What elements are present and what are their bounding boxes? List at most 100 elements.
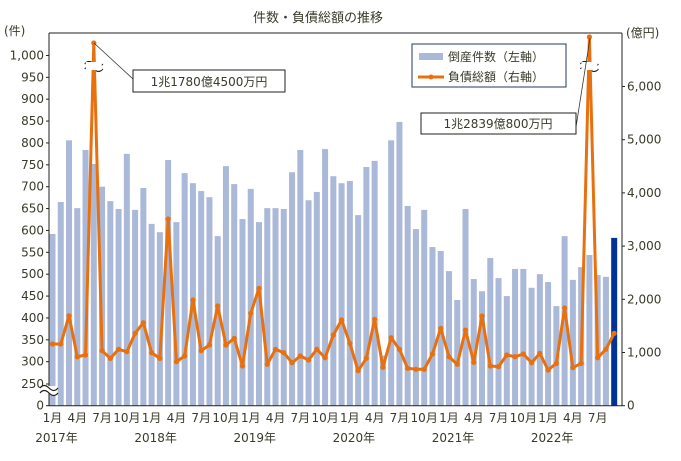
line-point xyxy=(446,354,452,360)
left-tick-label: 300 xyxy=(21,355,44,369)
left-tick-label: 900 xyxy=(21,92,44,106)
line-point xyxy=(264,361,270,367)
bar xyxy=(470,279,477,406)
bar xyxy=(602,276,609,406)
left-tick-label: 700 xyxy=(21,180,44,194)
x-month-label: 10月 xyxy=(113,411,140,425)
right-tick-label: 6,000 xyxy=(627,80,661,94)
left-tick-label: 350 xyxy=(21,333,44,347)
bar xyxy=(90,163,97,406)
spike-break-gap xyxy=(581,62,598,70)
x-month-label: 10月 xyxy=(510,411,537,425)
line-point xyxy=(107,355,113,361)
bar xyxy=(338,183,345,406)
left-axis-break-icon xyxy=(39,384,59,397)
bar xyxy=(156,232,163,406)
legend-line-label: 負債総額（右軸） xyxy=(448,69,544,84)
bar xyxy=(115,209,122,406)
line-point xyxy=(471,359,477,365)
line-point xyxy=(504,352,510,358)
x-year-label: 2018年 xyxy=(134,431,177,445)
x-year-label: 2022年 xyxy=(531,431,574,445)
bar xyxy=(214,236,221,406)
bar xyxy=(272,208,279,406)
line-point xyxy=(339,317,345,323)
bar xyxy=(165,160,172,406)
bar xyxy=(66,140,73,406)
bar xyxy=(363,167,370,406)
bar xyxy=(355,215,362,406)
line-point xyxy=(99,348,105,354)
right-tick-label: 4,000 xyxy=(627,186,661,200)
bar xyxy=(569,279,576,406)
line-point xyxy=(479,313,485,319)
x-month-label: 1月 xyxy=(340,411,360,425)
bar xyxy=(123,153,130,406)
line-point xyxy=(165,216,171,222)
callout-1-box xyxy=(132,69,286,93)
line-point xyxy=(239,363,246,369)
line-point xyxy=(528,360,535,366)
line-point xyxy=(570,365,576,371)
bar xyxy=(611,237,618,406)
bar xyxy=(421,209,428,406)
x-year-label: 2021年 xyxy=(432,431,475,445)
line-point xyxy=(314,346,320,352)
line-point xyxy=(297,353,303,359)
line-point xyxy=(157,355,163,361)
line-point xyxy=(58,341,64,347)
left-tick-label: 450 xyxy=(21,289,44,303)
left-tick-label: 850 xyxy=(21,114,44,128)
bar xyxy=(396,121,403,406)
callout-1: 1兆1780億4500万円 xyxy=(93,42,286,93)
line-point xyxy=(198,348,204,354)
line-point xyxy=(512,354,518,360)
legend-bar-swatch xyxy=(419,53,443,60)
legend-bar-label: 倒産件数（左軸） xyxy=(448,49,544,64)
line-point xyxy=(49,341,56,347)
bar xyxy=(322,149,329,406)
legend: 倒産件数（左軸） 負債総額（右軸） xyxy=(411,43,567,88)
x-month-label: 4月 xyxy=(266,411,286,425)
right-tick-label: 2,000 xyxy=(627,292,661,306)
bar xyxy=(495,278,502,406)
line-point xyxy=(413,366,419,372)
right-tick-label: 0 xyxy=(627,399,635,413)
bar xyxy=(561,236,568,406)
x-month-label: 4月 xyxy=(167,411,187,425)
x-labels-group: 1月 4月 7月 10月 1月 4月 7月 10月 1月 4月 7月 10月 1月 4月 7月 10月 1月 4月… xyxy=(35,411,607,445)
bar xyxy=(487,258,494,406)
left-tick-label: 750 xyxy=(21,158,44,172)
line-point xyxy=(562,305,568,311)
x-year-label: 2020年 xyxy=(333,431,376,445)
bar xyxy=(231,184,238,406)
callout-1-text: 1兆1780億4500万円 xyxy=(151,75,268,89)
line-point xyxy=(206,342,213,348)
x-month-label: 1月 xyxy=(439,411,459,425)
bar xyxy=(57,202,64,406)
line-point xyxy=(322,355,328,361)
line-point xyxy=(487,363,493,369)
axes-group: 1,000 950 900 850 800 750 700 650 600 550 500 450 40… xyxy=(10,32,661,413)
right-tick-label: 5,000 xyxy=(627,133,661,147)
x-month-label: 7月 xyxy=(92,411,112,425)
bar xyxy=(181,173,188,406)
bar xyxy=(536,274,543,406)
line-point xyxy=(438,325,444,331)
bar xyxy=(379,355,386,406)
bar xyxy=(454,300,461,406)
line-point xyxy=(578,360,584,366)
bar xyxy=(313,191,320,406)
left-tick-label: 1,000 xyxy=(10,48,44,62)
line-point xyxy=(281,350,287,356)
line-point xyxy=(149,350,155,356)
line-point xyxy=(396,346,403,352)
line-point xyxy=(372,316,378,322)
left-tick-label: 950 xyxy=(21,70,44,84)
bar xyxy=(256,222,262,406)
left-tick-label: 600 xyxy=(21,223,44,237)
callout-2-box xyxy=(420,112,577,135)
x-month-label: 10月 xyxy=(411,411,438,425)
bar xyxy=(82,149,89,406)
bar xyxy=(247,188,254,406)
